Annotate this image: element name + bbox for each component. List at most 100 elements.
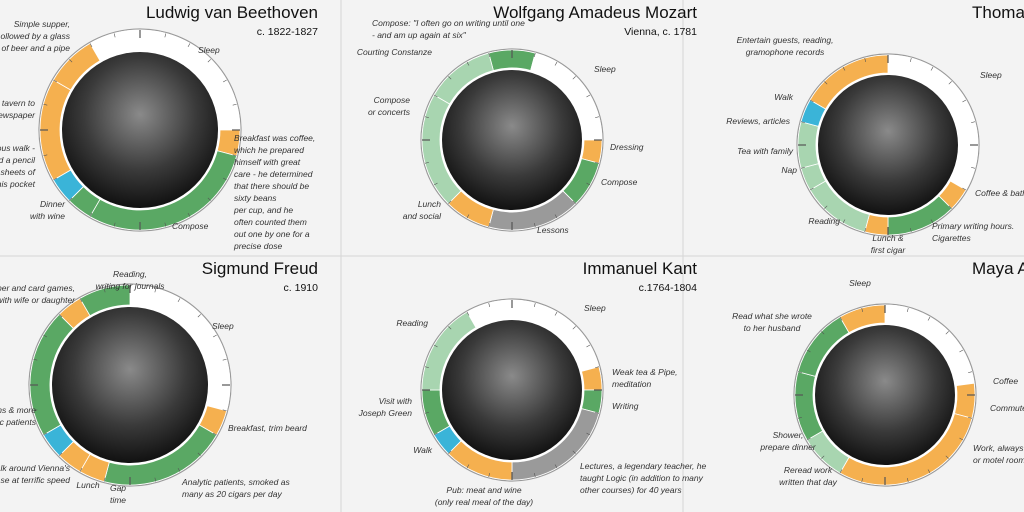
hour-tick bbox=[842, 66, 846, 71]
activity-label: Breakfast was coffee, bbox=[234, 133, 315, 143]
activity-label: Coffee bbox=[993, 376, 1018, 386]
activity-label: Commute bbox=[990, 403, 1024, 413]
hour-tick bbox=[59, 314, 63, 318]
period: c. 1822-1827 bbox=[257, 26, 318, 38]
hour-tick bbox=[212, 334, 217, 338]
hour-tick bbox=[554, 464, 558, 469]
person-name: Sigmund Freud bbox=[202, 259, 318, 278]
hour-tick bbox=[448, 326, 452, 330]
activity-label: Primary writing hours. bbox=[932, 221, 1014, 231]
activity-label: to her husband bbox=[744, 323, 801, 333]
activity-label: Dressing bbox=[610, 142, 644, 152]
activity-label: writing for journals bbox=[96, 281, 166, 291]
hour-tick bbox=[89, 212, 93, 217]
hour-tick bbox=[572, 76, 576, 80]
hour-tick bbox=[33, 409, 38, 412]
activity-label: time bbox=[110, 495, 126, 505]
routine-panel: Thomas Entertain guests, reading, gramopho… bbox=[726, 3, 1024, 255]
portrait bbox=[815, 325, 955, 465]
activity-label: or concerts bbox=[368, 107, 411, 117]
activity-label: ns & more bbox=[0, 405, 36, 415]
activity-label: Pub: meat and wine bbox=[446, 485, 521, 495]
hour-tick bbox=[572, 326, 576, 330]
routine-panel: Wolfgang Amadeus Mozart Vienna, c. 1781 Co… bbox=[357, 3, 697, 235]
hour-tick bbox=[69, 197, 73, 201]
hour-tick bbox=[187, 212, 191, 217]
activity-label: ic patients bbox=[0, 417, 37, 427]
hour-tick bbox=[177, 467, 181, 472]
hour-tick bbox=[554, 61, 558, 66]
hour-tick bbox=[533, 52, 536, 58]
hour-tick bbox=[586, 432, 591, 436]
hour-tick bbox=[809, 187, 814, 191]
activity-label: Walk around Vienna's bbox=[0, 463, 71, 473]
hour-tick bbox=[488, 302, 491, 308]
activity-label: Walk bbox=[413, 445, 432, 455]
portrait bbox=[818, 75, 958, 215]
activity-label: first cigar bbox=[871, 245, 907, 255]
hour-tick bbox=[586, 182, 591, 186]
activity-label: which he prepared bbox=[234, 145, 304, 155]
person-name: Wolfgang Amadeus Mozart bbox=[493, 3, 697, 22]
hour-tick bbox=[572, 200, 576, 204]
hour-tick bbox=[424, 161, 430, 164]
hour-tick bbox=[959, 437, 964, 441]
hour-tick bbox=[861, 307, 864, 313]
hour-tick bbox=[594, 161, 600, 164]
hour-tick bbox=[594, 116, 600, 119]
hour-tick bbox=[959, 349, 964, 353]
hour-tick bbox=[824, 205, 828, 209]
activity-label: per cup, and he bbox=[233, 205, 293, 215]
person-name: Immanuel Kant bbox=[583, 259, 698, 278]
activity-label: Analytic patients, smoked as bbox=[181, 477, 290, 487]
period: Vienna, c. 1781 bbox=[624, 26, 697, 38]
hour-tick bbox=[930, 66, 934, 71]
activity-label: Visit with bbox=[379, 396, 413, 406]
hour-tick bbox=[824, 81, 828, 85]
hour-tick bbox=[207, 59, 211, 63]
hour-tick bbox=[806, 349, 811, 353]
activity-label: Simple supper, bbox=[14, 19, 70, 29]
hour-tick bbox=[586, 344, 591, 348]
activity-label: Reading bbox=[808, 216, 840, 226]
activity-label: Reading bbox=[396, 318, 428, 328]
activity-label: Entertain guests, reading, bbox=[737, 35, 834, 45]
hour-tick bbox=[222, 358, 227, 361]
hour-tick bbox=[594, 411, 600, 414]
hour-tick bbox=[533, 302, 536, 308]
activity-label: or motel rooms bbox=[973, 455, 1024, 465]
hour-tick bbox=[164, 222, 167, 227]
hour-tick bbox=[861, 477, 864, 483]
period: c.1764-1804 bbox=[639, 282, 698, 294]
activity-label: ollowed by a glass bbox=[1, 31, 71, 41]
activity-label: gramophone records bbox=[746, 47, 825, 57]
hour-tick bbox=[948, 81, 952, 85]
activity-label: and social bbox=[403, 211, 442, 221]
time-segment bbox=[839, 304, 886, 334]
activity-label: Sleep bbox=[198, 45, 220, 55]
hour-tick bbox=[962, 187, 967, 191]
activity-label: t with wife or daughter bbox=[0, 295, 76, 305]
activity-label: Breakfast, trim beard bbox=[228, 423, 307, 433]
activity-label: himself with great bbox=[234, 157, 301, 167]
hour-tick bbox=[43, 154, 48, 157]
hour-tick bbox=[164, 33, 167, 38]
hour-tick bbox=[433, 182, 438, 186]
hour-tick bbox=[488, 472, 491, 478]
hour-tick bbox=[222, 177, 227, 181]
person-name: Maya A bbox=[972, 259, 1024, 278]
hour-tick bbox=[967, 371, 973, 374]
hour-tick bbox=[945, 331, 949, 335]
activity-label: Shower, bbox=[773, 430, 804, 440]
portrait bbox=[52, 307, 208, 463]
hour-tick bbox=[232, 154, 237, 157]
hour-tick bbox=[448, 76, 452, 80]
activity-label: Lunch bbox=[418, 199, 441, 209]
hour-tick bbox=[466, 464, 470, 469]
hour-tick bbox=[927, 316, 931, 321]
hour-tick bbox=[533, 222, 536, 228]
time-segment bbox=[421, 311, 477, 391]
routine-panel: Sigmund Freud c. 1910 Reading, writing for … bbox=[0, 259, 318, 505]
hour-tick bbox=[488, 222, 491, 228]
